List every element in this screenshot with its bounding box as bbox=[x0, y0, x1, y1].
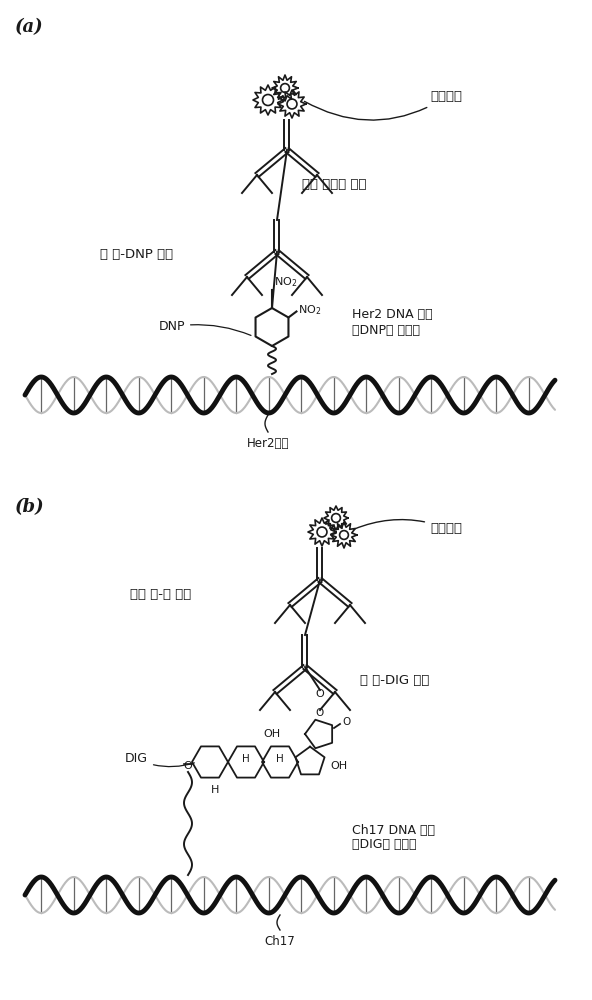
Text: H: H bbox=[211, 785, 219, 795]
Text: Her2基因: Her2基因 bbox=[247, 437, 289, 450]
Text: Her2 DNA 探针: Her2 DNA 探针 bbox=[352, 308, 433, 322]
Text: O: O bbox=[316, 708, 324, 718]
Text: O: O bbox=[342, 717, 350, 727]
Text: 免 抗-DNP 抗体: 免 抗-DNP 抗体 bbox=[100, 248, 173, 261]
Text: H: H bbox=[276, 754, 284, 764]
Text: DIG: DIG bbox=[125, 752, 194, 767]
Text: 山羊 抗-鼠 抗体: 山羊 抗-鼠 抗体 bbox=[130, 588, 191, 601]
Text: 山羊 抗－免 抗体: 山羊 抗－免 抗体 bbox=[302, 178, 366, 192]
Text: 荧光色素: 荧光色素 bbox=[304, 91, 462, 120]
Text: 荧光色素: 荧光色素 bbox=[355, 520, 462, 534]
Text: DNP: DNP bbox=[159, 320, 251, 335]
Text: OH: OH bbox=[330, 761, 347, 771]
Text: H: H bbox=[242, 754, 250, 764]
Text: 鼠 抗-DIG 抗体: 鼠 抗-DIG 抗体 bbox=[360, 674, 429, 686]
Text: NO$_2$: NO$_2$ bbox=[298, 304, 322, 317]
Text: O: O bbox=[316, 689, 324, 699]
Text: (a): (a) bbox=[15, 18, 44, 36]
Text: Ch17 DNA 探针: Ch17 DNA 探针 bbox=[352, 824, 435, 836]
Text: O: O bbox=[184, 761, 192, 771]
Text: OH: OH bbox=[263, 729, 281, 739]
Text: NO$_2$: NO$_2$ bbox=[274, 275, 297, 289]
Text: （DIG－ 标记）: （DIG－ 标记） bbox=[352, 838, 417, 852]
Text: (b): (b) bbox=[15, 498, 44, 516]
Text: （DNP－ 标记）: （DNP－ 标记） bbox=[352, 324, 420, 336]
Text: Ch17: Ch17 bbox=[265, 935, 295, 948]
